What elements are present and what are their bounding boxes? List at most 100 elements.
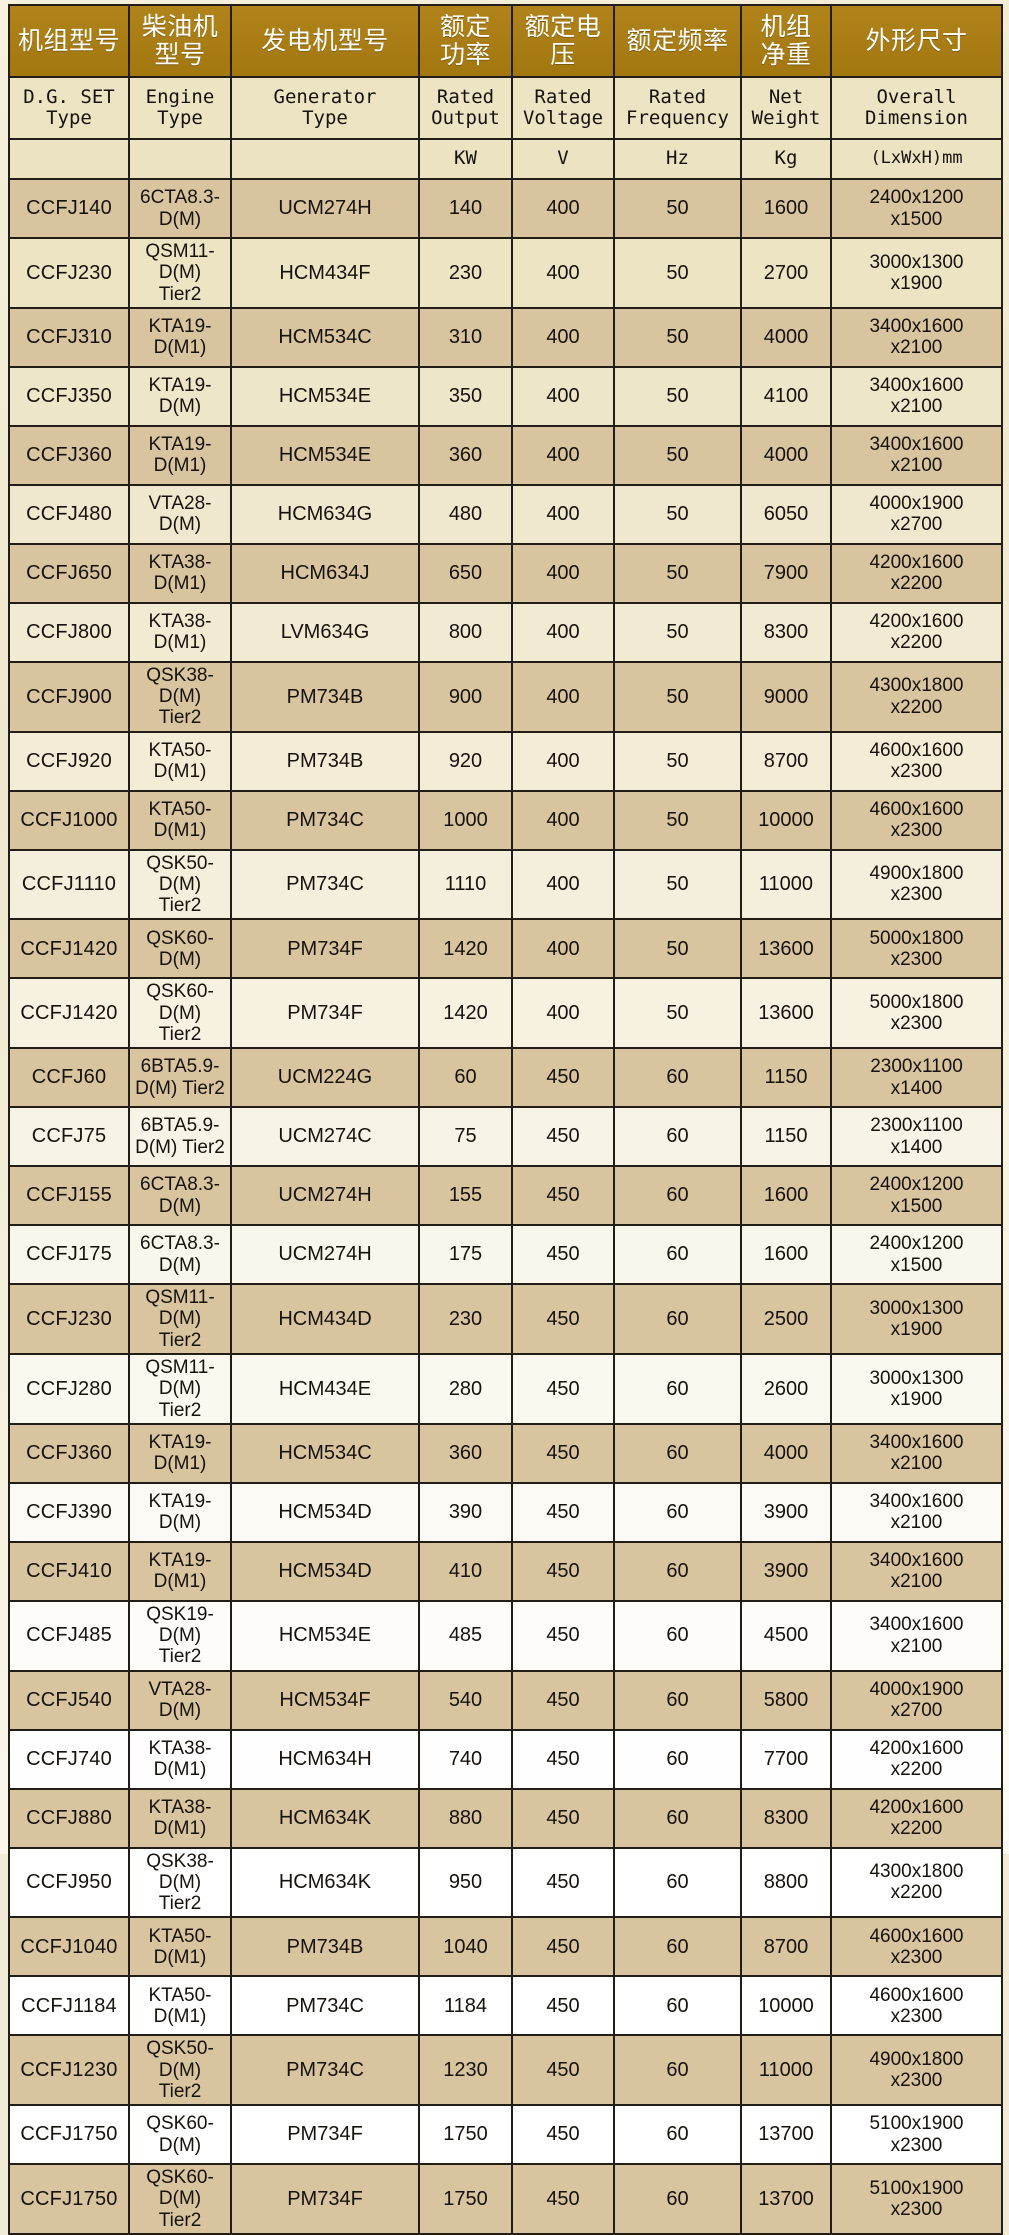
cell-weight: 1150 [740, 1047, 832, 1109]
cell-generator: PM734F [230, 2163, 420, 2235]
cell-output: 1420 [418, 977, 513, 1050]
cell-frequency: 60 [613, 1540, 742, 1602]
cell-frequency: 60 [613, 1975, 742, 2037]
cell-engine: 6BTA5.9- D(M) Tier2 [128, 1106, 232, 1168]
cell-generator: UCM274H [230, 1165, 420, 1227]
cell-weight: 8700 [740, 1916, 832, 1978]
cell-output: 1750 [418, 2104, 513, 2166]
cell-output: 310 [418, 306, 513, 368]
cell-dimension: 3400x1600 x2100 [830, 1422, 1003, 1484]
cell-engine: 6BTA5.9- D(M) Tier2 [128, 1047, 232, 1109]
cell-output: 740 [418, 1728, 513, 1790]
cell-frequency: 50 [613, 178, 742, 239]
cell-generator: HCM534F [230, 1669, 420, 1731]
table-row: CCFJ900 QSK38-D(M) Tier2 PM734B 900 400 50 9000… [8, 660, 1003, 733]
table-row: CCFJ540 VTA28-D(M) HCM534F 540 450 60 5800 4000… [8, 1669, 1003, 1731]
unit-net-weight: Kg [740, 138, 832, 180]
cell-voltage: 450 [511, 1283, 615, 1355]
cell-voltage: 400 [511, 660, 615, 733]
cell-frequency: 60 [613, 2163, 742, 2235]
cell-model: CCFJ175 [8, 1224, 130, 1286]
cell-dimension: 4600x1600 x2300 [830, 789, 1003, 851]
cell-model: CCFJ480 [8, 483, 130, 545]
cell-frequency: 60 [613, 2034, 742, 2107]
cell-frequency: 50 [613, 977, 742, 1050]
cell-generator: UCM274H [230, 1224, 420, 1286]
cell-weight: 7900 [740, 542, 832, 604]
cell-frequency: 60 [613, 1916, 742, 1978]
cell-generator: PM734B [230, 660, 420, 733]
cell-engine: VTA28-D(M) [128, 1669, 232, 1731]
cell-weight: 11000 [740, 848, 832, 921]
cell-dimension: 4600x1600 x2300 [830, 1916, 1003, 1978]
cell-model: CCFJ75 [8, 1106, 130, 1168]
header-row-chinese: 机组型号 柴油机 型号 发电机型号 额定 功率 额定电压 额定频率 机组 净重 外形尺… [8, 4, 1003, 78]
cell-output: 175 [418, 1224, 513, 1286]
cell-voltage: 400 [511, 848, 615, 921]
cell-model: CCFJ360 [8, 424, 130, 486]
table-row: CCFJ1750 QSK60-D(M) Tier2 PM734F 1750 450 60 13… [8, 2163, 1003, 2235]
cell-frequency: 50 [613, 306, 742, 368]
cell-frequency: 50 [613, 365, 742, 427]
cell-dimension: 5100x1900 x2300 [830, 2104, 1003, 2166]
cell-dimension: 4300x1800 x2200 [830, 660, 1003, 733]
cell-model: CCFJ880 [8, 1787, 130, 1849]
cell-weight: 13700 [740, 2104, 832, 2166]
cell-frequency: 50 [613, 660, 742, 733]
cell-frequency: 50 [613, 601, 742, 663]
cell-weight: 7700 [740, 1728, 832, 1790]
cell-model: CCFJ60 [8, 1047, 130, 1109]
cell-model: CCFJ155 [8, 1165, 130, 1227]
unit-rated-frequency: Hz [613, 138, 742, 180]
cell-dimension: 2300x1100 x1400 [830, 1106, 1003, 1168]
cell-frequency: 60 [613, 1047, 742, 1109]
cell-weight: 4000 [740, 306, 832, 368]
cell-dimension: 2400x1200 x1500 [830, 1224, 1003, 1286]
table-row: CCFJ230 QSM11-D(M) Tier2 HCM434D 230 450 60 250… [8, 1283, 1003, 1355]
cell-frequency: 60 [613, 2104, 742, 2166]
table-row: CCFJ485 QSK19-D(M) Tier2 HCM534E 485 450 60 450… [8, 1599, 1003, 1672]
cell-output: 350 [418, 365, 513, 427]
cell-engine: KTA38- D(M1) [128, 601, 232, 663]
cell-engine: QSK38-D(M) Tier2 [128, 1846, 232, 1919]
cell-engine: 6CTA8.3- D(M) [128, 178, 232, 239]
unit-generator-type [230, 138, 420, 180]
cell-dimension: 3000x1300 x1900 [830, 237, 1003, 309]
cell-frequency: 60 [613, 1422, 742, 1484]
table-row: CCFJ480 VTA28-D(M) HCM634G 480 400 50 6050 4000… [8, 483, 1003, 545]
header-row-english: D.G. SET Type Engine Type Generator Type Ra… [8, 76, 1003, 140]
cell-dimension: 4000x1900 x2700 [830, 1669, 1003, 1731]
cell-voltage: 400 [511, 730, 615, 792]
cell-voltage: 400 [511, 789, 615, 851]
header-en-generator-type: Generator Type [230, 76, 420, 140]
unit-rated-output: KW [418, 138, 513, 180]
cell-weight: 4000 [740, 1422, 832, 1484]
cell-dimension: 3400x1600 x2100 [830, 1599, 1003, 1672]
cell-weight: 4500 [740, 1599, 832, 1672]
table-row: CCFJ360 KTA19- D(M1) HCM534C 360 450 60 4000 340… [8, 1422, 1003, 1484]
cell-weight: 1600 [740, 1165, 832, 1227]
unit-overall-dimension: (LxWxH)mm [830, 138, 1003, 180]
cell-engine: QSK38-D(M) Tier2 [128, 660, 232, 733]
unit-dg-set-type [8, 138, 130, 180]
cell-output: 360 [418, 424, 513, 486]
cell-dimension: 3400x1600 x2100 [830, 424, 1003, 486]
cell-voltage: 450 [511, 1106, 615, 1168]
cell-dimension: 2400x1200 x1500 [830, 178, 1003, 239]
cell-model: CCFJ920 [8, 730, 130, 792]
cell-output: 280 [418, 1352, 513, 1425]
cell-model: CCFJ280 [8, 1352, 130, 1425]
cell-engine: VTA28-D(M) [128, 483, 232, 545]
header-cn-rated-voltage: 额定电压 [511, 4, 615, 78]
cell-frequency: 60 [613, 1669, 742, 1731]
cell-engine: KTA50- D(M1) [128, 1975, 232, 2037]
cell-model: CCFJ800 [8, 601, 130, 663]
cell-engine: QSM11-D(M) Tier2 [128, 237, 232, 309]
table-head: 机组型号 柴油机 型号 发电机型号 额定 功率 额定电压 额定频率 机组 净重 外形尺… [8, 4, 1003, 180]
cell-weight: 8800 [740, 1846, 832, 1919]
cell-output: 155 [418, 1165, 513, 1227]
cell-voltage: 400 [511, 542, 615, 604]
cell-engine: KTA50- D(M1) [128, 789, 232, 851]
cell-dimension: 3400x1600 x2100 [830, 306, 1003, 368]
cell-voltage: 400 [511, 977, 615, 1050]
